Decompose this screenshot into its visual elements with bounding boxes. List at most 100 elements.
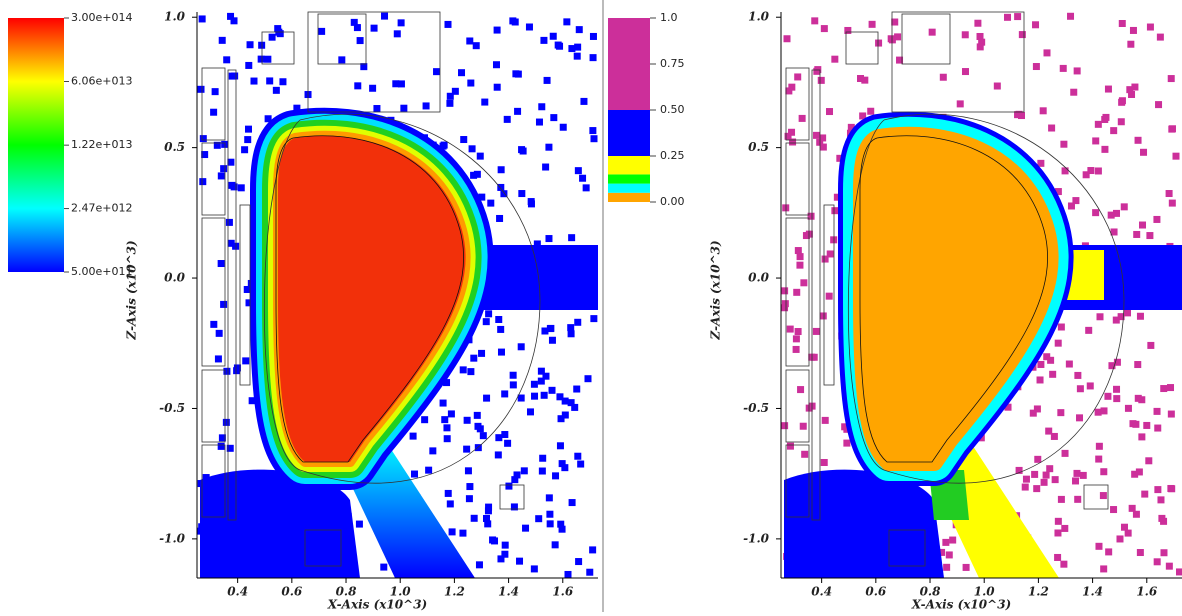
speckle: [1048, 124, 1056, 132]
speckle: [1095, 455, 1103, 463]
speckle: [1165, 190, 1173, 198]
colorbar-band: [608, 110, 650, 156]
speckle: [211, 88, 219, 96]
speckle: [1033, 485, 1041, 493]
speckle: [1146, 23, 1154, 31]
speckle: [545, 143, 553, 151]
speckle: [511, 476, 519, 484]
speckle: [974, 19, 982, 27]
speckle: [476, 152, 484, 160]
speckle: [202, 474, 210, 482]
speckle: [1086, 382, 1094, 390]
speckle: [819, 134, 827, 142]
speckle: [781, 304, 789, 312]
speckle: [242, 357, 250, 365]
speckle: [1133, 230, 1141, 238]
speckle: [836, 154, 844, 162]
speckle: [938, 548, 946, 556]
speckle: [433, 68, 441, 76]
speckle: [463, 416, 471, 424]
speckle: [961, 31, 969, 39]
speckle: [1124, 404, 1132, 412]
speckle: [1128, 90, 1136, 98]
speckle: [567, 399, 575, 407]
speckle: [439, 399, 447, 407]
speckle: [227, 239, 235, 247]
speckle: [1029, 409, 1037, 417]
speckle: [217, 172, 225, 180]
speckle: [796, 261, 804, 269]
colorbar-band: [608, 156, 650, 175]
speckle: [1134, 394, 1142, 402]
speckle: [1141, 490, 1149, 498]
speckle: [812, 327, 820, 335]
speckle: [1117, 313, 1125, 321]
speckle: [781, 422, 789, 430]
speckle: [220, 165, 228, 173]
speckle: [807, 212, 815, 220]
speckle: [355, 520, 363, 528]
speckle: [857, 75, 865, 83]
speckle: [475, 561, 483, 569]
speckle: [441, 416, 449, 424]
speckle: [784, 132, 792, 140]
speckle: [943, 563, 951, 571]
speckle: [819, 143, 827, 151]
speckle: [554, 41, 562, 49]
speckle: [543, 76, 551, 84]
x-tick-label: 1.2: [444, 585, 465, 599]
speckle: [825, 292, 833, 300]
speckle: [545, 494, 553, 502]
speckle: [811, 17, 819, 25]
speckle: [482, 514, 490, 522]
speckle: [217, 442, 225, 450]
speckle: [210, 320, 218, 328]
speckle: [411, 470, 419, 478]
speckle: [1143, 421, 1151, 429]
speckle: [1117, 118, 1125, 126]
speckle: [474, 422, 482, 430]
speckle: [550, 114, 558, 122]
speckle: [484, 520, 492, 528]
speckle: [820, 458, 828, 466]
speckle: [548, 336, 556, 344]
speckle: [350, 18, 358, 26]
x-tick-label: 0.4: [811, 585, 832, 599]
speckle: [1167, 484, 1175, 492]
speckle: [1059, 64, 1067, 72]
speckle: [1057, 323, 1065, 331]
speckle: [380, 563, 388, 571]
speckle: [1156, 33, 1164, 41]
speckle: [470, 171, 478, 179]
speckle: [225, 218, 233, 226]
speckle: [1072, 197, 1080, 205]
speckle: [1175, 568, 1182, 576]
speckle: [1037, 360, 1045, 368]
speckle: [1034, 455, 1042, 463]
speckle: [397, 19, 405, 27]
speckle: [470, 514, 478, 522]
speckle: [526, 408, 534, 416]
speckle: [542, 163, 550, 171]
speckle: [493, 83, 501, 91]
speckle: [393, 30, 401, 38]
speckle: [381, 12, 389, 20]
speckle: [590, 135, 598, 143]
y-tick-label: 0.5: [748, 140, 769, 154]
speckle: [473, 411, 481, 419]
colorbar-label: 0.25: [660, 149, 685, 162]
speckle: [573, 385, 581, 393]
speckle: [530, 565, 538, 573]
speckle: [509, 17, 517, 25]
speckle: [1057, 495, 1065, 503]
speckle: [1076, 385, 1084, 393]
speckle: [548, 386, 556, 394]
speckle: [567, 324, 575, 332]
speckle: [478, 349, 486, 357]
speckle: [1160, 549, 1168, 557]
colorbar-label: 5.00e+011: [71, 265, 132, 278]
speckle: [1118, 19, 1126, 27]
speckle: [549, 32, 557, 40]
speckle: [1108, 362, 1116, 370]
speckle: [1112, 209, 1120, 217]
